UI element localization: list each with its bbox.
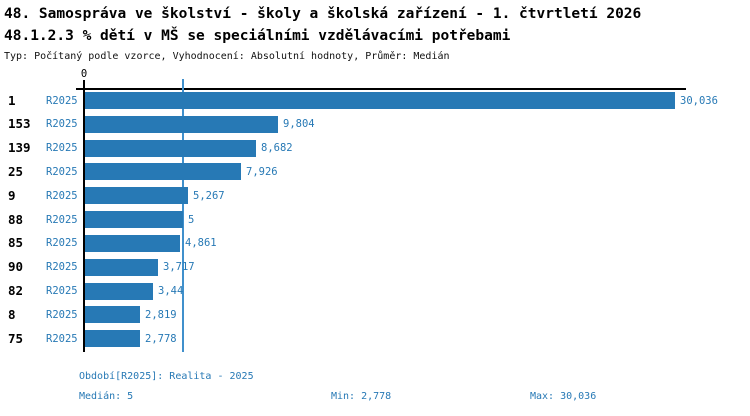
value-bar — [85, 234, 180, 252]
indicator-title: 48.1.2.3 % dětí v MŠ se speciálními vzdě… — [4, 28, 511, 44]
row-category-label: 75 — [8, 330, 24, 346]
bar-value-label: 3,717 — [163, 261, 195, 274]
bar-value-label: 30,036 — [680, 94, 718, 107]
plot-top-border — [76, 88, 686, 90]
row-series-label: R2025 — [46, 285, 78, 298]
chart-row: 88 R2025 5 — [0, 211, 750, 229]
value-bar — [85, 211, 183, 229]
row-category-label: 9 — [8, 187, 16, 203]
bar-value-label: 8,682 — [261, 142, 293, 155]
bar-value-label: 2,819 — [145, 308, 177, 321]
value-bar — [85, 115, 278, 133]
chart-row: 8 R2025 2,819 — [0, 306, 750, 324]
row-category-label: 1 — [8, 92, 16, 108]
value-bar — [85, 163, 241, 181]
row-series-label: R2025 — [46, 142, 78, 155]
row-category-label: 25 — [8, 163, 24, 179]
row-series-label: R2025 — [46, 94, 78, 107]
chart-row: 1 R2025 30,036 — [0, 92, 750, 109]
bar-value-label: 4,861 — [185, 237, 217, 250]
row-category-label: 139 — [8, 140, 31, 156]
bar-value-label: 9,804 — [283, 118, 315, 131]
median-stat: Medián: 5 — [79, 391, 134, 402]
chart-row: 90 R2025 3,717 — [0, 258, 750, 276]
chart-row: 139 R2025 8,682 — [0, 139, 750, 157]
x-axis-zero-label: 0 — [80, 68, 88, 80]
report-meta: Typ: Počítaný podle vzorce, Vyhodnocení:… — [4, 51, 450, 62]
bar-value-label: 5 — [188, 213, 195, 226]
row-category-label: 88 — [8, 211, 24, 227]
chart-row: 9 R2025 5,267 — [0, 187, 750, 205]
bar-value-label: 7,926 — [246, 165, 278, 178]
value-bar — [85, 139, 256, 157]
row-series-label: R2025 — [46, 237, 78, 250]
row-series-label: R2025 — [46, 332, 78, 345]
value-bar — [85, 187, 188, 205]
bar-value-label: 3,44 — [158, 285, 184, 298]
bar-value-label: 2,778 — [145, 332, 177, 345]
min-stat: Min: 2,778 — [331, 391, 392, 402]
row-series-label: R2025 — [46, 165, 78, 178]
chart-row: 25 R2025 7,926 — [0, 163, 750, 181]
row-category-label: 90 — [8, 259, 24, 275]
y-axis-line — [83, 80, 85, 352]
value-bar — [85, 330, 140, 348]
chart-row: 153 R2025 9,804 — [0, 115, 750, 133]
row-series-label: R2025 — [46, 189, 78, 202]
value-bar — [85, 92, 675, 109]
row-category-label: 153 — [8, 116, 31, 132]
period-legend: Období[R2025]: Realita - 2025 — [79, 371, 254, 382]
row-series-label: R2025 — [46, 213, 78, 226]
value-bar — [85, 282, 153, 300]
median-line — [182, 79, 184, 352]
row-series-label: R2025 — [46, 261, 78, 274]
row-series-label: R2025 — [46, 308, 78, 321]
bar-value-label: 5,267 — [193, 189, 225, 202]
value-bar — [85, 258, 158, 276]
row-category-label: 85 — [8, 235, 24, 251]
row-category-label: 82 — [8, 283, 24, 299]
row-category-label: 8 — [8, 306, 16, 322]
value-bar — [85, 306, 140, 324]
max-stat: Max: 30,036 — [530, 391, 597, 402]
row-series-label: R2025 — [46, 118, 78, 131]
chart-row: 75 R2025 2,778 — [0, 330, 750, 348]
chart-row: 82 R2025 3,44 — [0, 282, 750, 300]
chart-row: 85 R2025 4,861 — [0, 234, 750, 252]
report-title: 48. Samospráva ve školství - školy a ško… — [4, 6, 642, 22]
